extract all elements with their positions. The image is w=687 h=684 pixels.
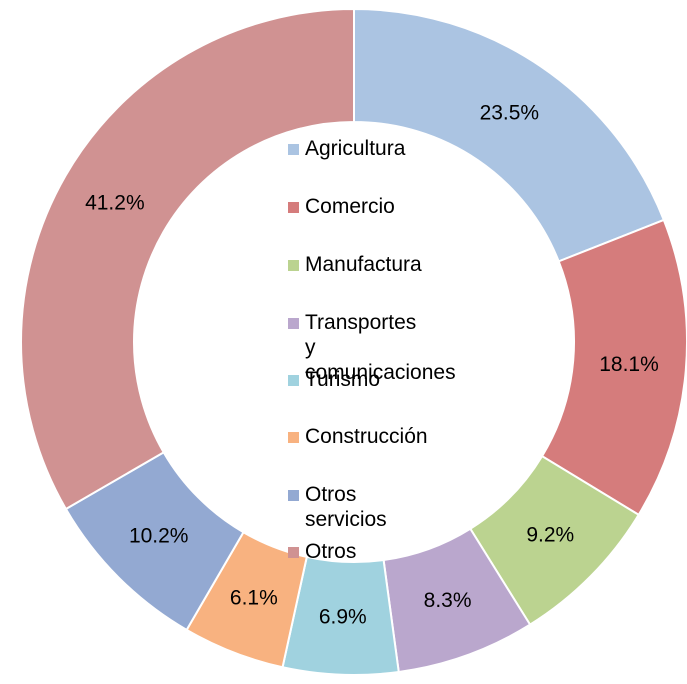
legend-label: Manufactura [305, 253, 422, 276]
data-label: 18.1% [599, 353, 659, 376]
data-label: 10.2% [129, 525, 189, 548]
legend-swatch [288, 318, 299, 329]
legend-swatch [288, 432, 299, 443]
legend-item: Otros servicios [288, 482, 387, 532]
legend-label: Transportes y comunicaciones [305, 311, 456, 384]
legend-label: Comercio [305, 195, 395, 218]
legend-swatch [288, 547, 299, 558]
data-label: 23.5% [480, 101, 540, 124]
data-label: 41.2% [85, 192, 145, 215]
legend-item: Agricultura [288, 136, 405, 161]
legend-label: Turismo [305, 368, 381, 391]
legend-item: Comercio [288, 194, 395, 219]
legend-item: Transportes y comunicaciones [288, 310, 456, 385]
legend-swatch [288, 260, 299, 271]
legend-label: Construcción [305, 425, 428, 448]
legend-item: Turismo [288, 367, 380, 392]
legend-item: Construcción [288, 424, 428, 449]
legend-label: Otros [305, 540, 357, 563]
donut-slice [353, 7, 666, 263]
legend-swatch [288, 202, 299, 213]
data-label: 6.9% [319, 605, 367, 628]
legend-label: Agricultura [305, 137, 406, 160]
legend-swatch [288, 144, 299, 155]
donut-slice [20, 7, 355, 511]
legend-label: Otros servicios [305, 483, 387, 531]
legend-swatch [288, 490, 299, 501]
legend-swatch [288, 375, 299, 386]
legend-item: Manufactura [288, 252, 422, 277]
legend-item: Otros [288, 539, 356, 564]
data-label: 6.1% [230, 587, 278, 610]
data-label: 8.3% [424, 589, 472, 612]
data-label: 9.2% [526, 524, 574, 547]
